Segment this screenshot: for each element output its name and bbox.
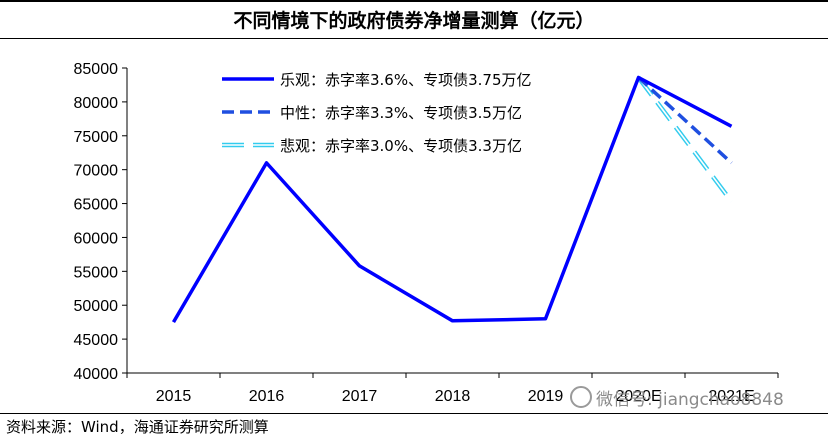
title-rule <box>0 38 828 39</box>
series-line-inner <box>637 77 733 203</box>
chart-title: 不同情境下的政府债券净增量测算（亿元） <box>233 10 595 32</box>
y-tick-label: 75000 <box>74 129 119 146</box>
y-tick-label: 55000 <box>74 264 119 281</box>
y-tick-label: 60000 <box>74 230 119 247</box>
y-tick-label: 40000 <box>74 366 119 383</box>
legend-label: 乐观：赤字率3.6%、专项债3.75万亿 <box>280 71 532 89</box>
bottom-rule <box>0 413 828 414</box>
watermark: 微信号: jiangchao8848 <box>570 385 784 410</box>
series-line <box>171 75 733 324</box>
x-tick-label: 2020E <box>615 388 661 405</box>
top-rule <box>0 0 828 2</box>
x-tick-label: 2015 <box>156 388 192 405</box>
legend: 乐观：赤字率3.6%、专项债3.75万亿中性：赤字率3.3%、专项债3.5万亿悲… <box>222 71 532 155</box>
x-axis-ticks: 2015 2016 2017 2018 2019 2020E 2021E <box>126 373 779 405</box>
axes <box>126 68 778 374</box>
series-lines <box>171 75 734 324</box>
legend-label: 中性：赤字率3.3%、专项债3.5万亿 <box>280 104 522 122</box>
x-tick-label: 2019 <box>528 388 564 405</box>
y-tick-label: 50000 <box>74 298 119 315</box>
y-tick-label: 85000 <box>74 61 119 78</box>
source-note: 资料来源：Wind，海通证券研究所测算 <box>6 418 269 436</box>
x-tick-label: 2018 <box>435 388 471 405</box>
y-tick-label: 70000 <box>74 163 119 180</box>
y-tick-label: 65000 <box>74 197 119 214</box>
series-line <box>637 76 733 165</box>
y-axis-ticks: 40000 45000 50000 55000 60000 65000 70000 75000… <box>74 61 127 383</box>
y-tick-label: 45000 <box>74 332 119 349</box>
wechat-icon <box>570 386 592 408</box>
legend-label: 悲观：赤字率3.0%、专项债3.3万亿 <box>280 137 522 155</box>
y-tick-label: 80000 <box>74 95 119 112</box>
x-tick-label: 2016 <box>249 388 285 405</box>
x-tick-label: 2017 <box>342 388 378 405</box>
x-tick-label: 2021E <box>708 388 754 405</box>
watermark-text: 微信号: jiangchao8848 <box>596 390 784 410</box>
